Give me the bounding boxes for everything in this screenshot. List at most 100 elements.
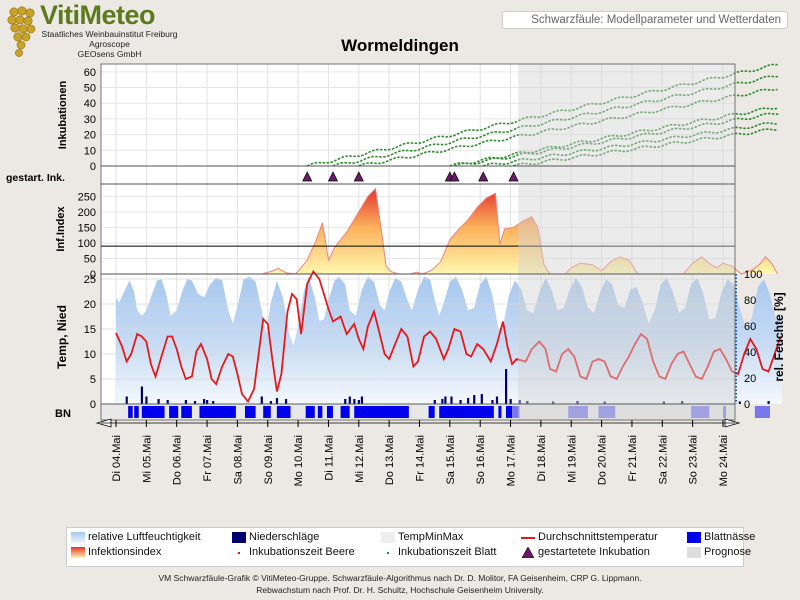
legend-avgtemp-label: Durchschnittstemperatur — [538, 531, 658, 543]
wetness-segment — [128, 406, 133, 418]
x-tick-label: So 16.Mai — [475, 435, 487, 485]
infection-ytick-label: 0 — [90, 269, 96, 281]
rain-bar — [157, 399, 160, 404]
wetness-forecast-segment — [754, 406, 771, 418]
rain-bar — [738, 401, 741, 404]
wetness-segment — [317, 406, 323, 418]
wetness-segment — [498, 406, 502, 418]
rain-bar — [212, 401, 215, 404]
legend-forecast-swatch — [687, 547, 701, 558]
x-tick-label: Fr 14.Mai — [415, 435, 427, 481]
rain-bar — [344, 399, 347, 404]
temperature-ytick-label: 20 — [84, 299, 96, 311]
legend-inc-berry-swatch — [232, 547, 246, 558]
rain-bar — [203, 399, 206, 404]
temperature-ytick-label: 10 — [84, 349, 96, 361]
rain-bar — [140, 386, 143, 404]
wetness-segment — [276, 406, 291, 418]
wetness-forecast-segment — [568, 406, 588, 418]
x-tick-label: Mi 19.Mai — [566, 435, 578, 483]
rain-bar — [269, 401, 272, 404]
rain-bar — [348, 396, 351, 404]
rain-bar — [284, 399, 288, 404]
legend-infection-label: Infektionsindex — [88, 546, 162, 558]
x-tick-label: Fr 07.Mai — [202, 435, 214, 481]
rain-bar — [504, 369, 508, 404]
rain-bar — [360, 396, 364, 404]
x-tick-label: Do 06.Mai — [172, 435, 184, 485]
forecast-overlay — [518, 64, 735, 420]
rain-bar — [767, 401, 770, 404]
started-incubation-marker — [508, 171, 519, 182]
temperature-line — [115, 269, 782, 404]
x-tick-label: Di 11.Mai — [323, 435, 335, 481]
infection-ytick-label: 200 — [78, 207, 96, 219]
wetness-forecast-segment — [512, 406, 520, 418]
x-tick-label: Sa 15.Mai — [445, 435, 457, 485]
x-tick-label: Mo 10.Mai — [293, 435, 305, 486]
rain-bar — [184, 400, 188, 404]
rain-bar — [526, 401, 529, 404]
wetness-segment — [244, 406, 256, 418]
model-title-box: Schwarzfäule: Modellparameter und Wetter… — [502, 11, 788, 29]
wetness-segment — [354, 406, 409, 418]
incubation-curve — [358, 88, 778, 167]
incubation-ytick-label: 0 — [90, 161, 96, 173]
wetness-segment — [141, 406, 165, 418]
started-incubation-marker — [449, 171, 460, 182]
x-tick-label: Do 20.Mai — [597, 435, 609, 485]
legend-wetness-label: Blattnässe — [704, 531, 756, 543]
logo-title: VitiMeteo — [40, 0, 156, 30]
legend: relative Luftfeuchtigkeit Infektionsinde… — [66, 527, 755, 567]
x-tick-label: Di 04.Mai — [111, 435, 123, 481]
wetness-forecast-segment — [723, 406, 727, 418]
humidity-area — [116, 276, 783, 404]
rain-bar — [353, 399, 356, 404]
wetness-segment — [169, 406, 179, 418]
wetness-segment — [439, 406, 494, 418]
wetness-forecast-segment — [598, 406, 616, 418]
rain-bar — [206, 400, 209, 404]
incubation-ytick-label: 10 — [84, 145, 96, 157]
x-tick-label: Di 18.Mai — [536, 435, 548, 481]
legend-started-swatch — [521, 547, 535, 558]
started-incubation-marker — [478, 171, 489, 182]
incubation-axis-label: Inkubationen — [57, 81, 69, 150]
wetness-segment — [181, 406, 192, 418]
incubation-curve — [332, 75, 780, 167]
infection-ytick-label: 150 — [78, 222, 96, 234]
temperature-ytick-label: 0 — [90, 399, 96, 411]
panel-border — [100, 403, 736, 421]
legend-humidity-label: relative Luftfeuchtigkeit — [88, 531, 201, 543]
wetness-segment — [263, 406, 271, 418]
incubation-curve — [449, 107, 778, 167]
grape-logo-icon — [7, 6, 36, 57]
wetness-segment — [340, 406, 350, 418]
weather-left-axis-label: Temp, Nied — [55, 305, 69, 369]
rain-bar — [473, 395, 476, 404]
legend-started-label: gestartetete Inkubation — [538, 546, 650, 558]
rain-bar — [480, 394, 483, 404]
x-tick-label: Fr 21.Mai — [627, 435, 639, 481]
infection-ytick-label: 50 — [84, 253, 96, 265]
x-tick-label: Sa 08.Mai — [232, 435, 244, 485]
humidity-ytick-label: 80 — [744, 295, 756, 307]
footer-credit: Rebwachstum nach Prof. Dr. H. Schultz, H… — [256, 585, 544, 595]
weather-right-axis-label: rel. Feuchte [%] — [772, 292, 786, 381]
rain-bar — [509, 399, 512, 404]
infection-axis-label: Inf.Index — [55, 206, 67, 252]
rain-bar — [552, 401, 555, 404]
legend-rain-swatch — [232, 532, 246, 543]
wetness-forecast-segment — [691, 406, 710, 418]
incubation-ytick-label: 30 — [84, 114, 96, 126]
rain-bar — [125, 396, 128, 404]
started-incubation-label: gestart. Ink. — [6, 172, 65, 184]
partner-label: Agroscope — [89, 39, 130, 49]
infection-ytick-label: 250 — [78, 191, 96, 203]
wetness-segment — [326, 406, 334, 418]
rain-bar — [357, 400, 360, 404]
temperature-ytick-label: 5 — [90, 374, 96, 386]
rain-bar — [433, 400, 436, 404]
rain-bar — [450, 396, 453, 404]
incubation-curve — [306, 63, 778, 167]
